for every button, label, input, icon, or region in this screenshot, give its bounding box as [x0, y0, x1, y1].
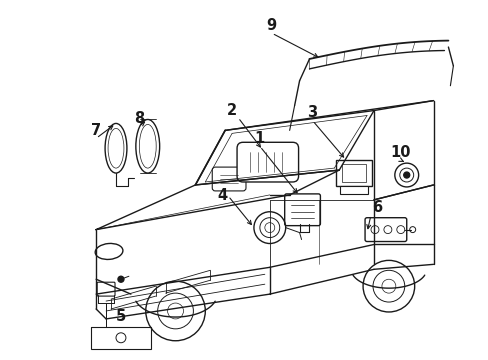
Text: 5: 5 — [116, 310, 126, 324]
FancyBboxPatch shape — [237, 142, 298, 182]
FancyBboxPatch shape — [336, 160, 371, 186]
Ellipse shape — [105, 123, 127, 173]
Bar — [91, 327, 150, 349]
Text: 3: 3 — [307, 105, 317, 120]
Circle shape — [118, 276, 123, 282]
FancyBboxPatch shape — [97, 282, 115, 296]
Text: 2: 2 — [226, 103, 237, 118]
Circle shape — [403, 172, 409, 178]
FancyBboxPatch shape — [284, 194, 320, 226]
Text: 6: 6 — [371, 200, 381, 215]
FancyBboxPatch shape — [365, 218, 406, 242]
Ellipse shape — [136, 120, 160, 173]
Text: 1: 1 — [254, 131, 264, 146]
Circle shape — [394, 163, 418, 187]
FancyBboxPatch shape — [340, 186, 367, 194]
Text: 4: 4 — [217, 188, 227, 203]
Text: 8: 8 — [133, 111, 143, 126]
FancyBboxPatch shape — [212, 167, 245, 191]
Text: 7: 7 — [91, 123, 101, 138]
Text: 10: 10 — [390, 145, 410, 160]
Text: 9: 9 — [266, 18, 276, 33]
